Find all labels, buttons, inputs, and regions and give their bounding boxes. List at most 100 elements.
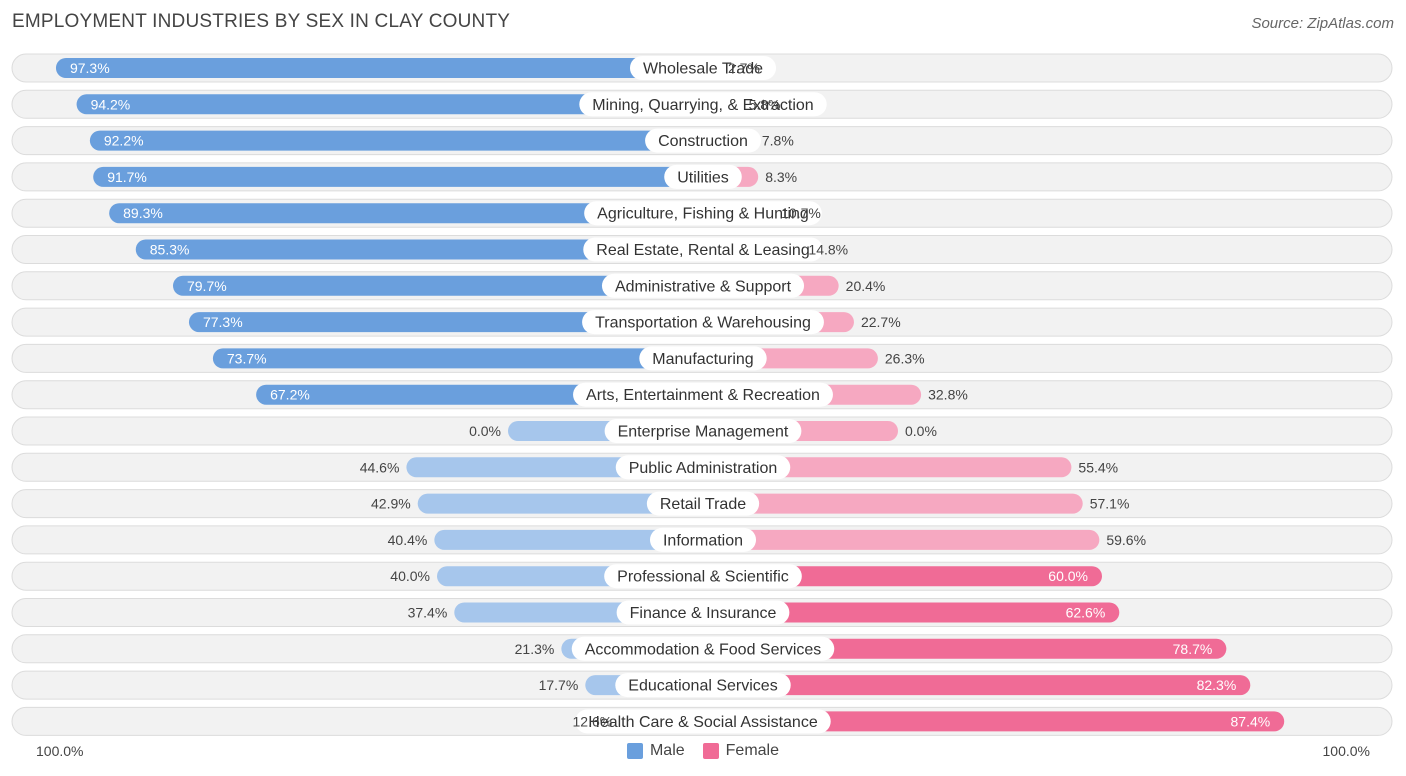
category-label: Real Estate, Rental & Leasing	[596, 242, 809, 259]
value-label-male: 21.3%	[515, 641, 555, 657]
bar-male	[109, 203, 703, 224]
legend-swatch-female	[702, 743, 719, 759]
value-label-male: 37.4%	[408, 605, 448, 621]
value-label-female: 57.1%	[1090, 496, 1130, 512]
axis-right-label: 100.0%	[1322, 743, 1370, 759]
category-label: Public Administration	[629, 460, 778, 477]
category-pill	[615, 455, 791, 480]
value-label-female: 2.7%	[728, 60, 760, 76]
category-label: Professional & Scientific	[617, 569, 789, 586]
diverging-bar-chart: Wholesale Trade 97.3% 2.7% Mining, Quarryin…	[11, 53, 1393, 736]
bar-male	[212, 348, 703, 369]
value-label-female: 5.8%	[749, 96, 781, 112]
category-pill	[582, 310, 824, 335]
value-label-male: 0.0%	[469, 423, 501, 439]
category-label: Information	[663, 532, 743, 549]
category-pill	[604, 419, 802, 443]
value-label-male: 73.7%	[227, 350, 267, 366]
category-pill	[645, 128, 761, 153]
category-label: Health Care & Social Assistance	[588, 714, 818, 731]
legend-item-male: Male	[626, 742, 685, 760]
bar-male	[417, 493, 703, 514]
legend: Male Female	[0, 742, 1406, 760]
legend-swatch-male	[626, 743, 643, 759]
bar-female	[703, 529, 1100, 550]
bar-female	[703, 675, 1251, 696]
value-label-female: 0.0%	[905, 423, 937, 439]
bar-male	[135, 239, 703, 260]
category-pill	[601, 273, 805, 298]
category-pill	[571, 636, 835, 661]
value-label-male: 97.3%	[70, 60, 110, 76]
category-pill	[639, 346, 767, 371]
value-label-male: 94.2%	[91, 96, 131, 112]
value-label-male: 67.2%	[270, 387, 310, 403]
legend-item-female: Female	[702, 742, 780, 760]
category-label: Finance & Insurance	[630, 605, 777, 622]
category-pill	[646, 491, 760, 516]
bar-female	[703, 602, 1120, 623]
category-label: Educational Services	[628, 678, 777, 695]
category-label: Construction	[658, 133, 748, 150]
category-label: Mining, Quarrying, & Extraction	[592, 97, 813, 114]
value-label-female: 7.8%	[762, 133, 794, 149]
legend-label-male: Male	[649, 742, 685, 759]
value-label-male: 12.6%	[573, 713, 613, 729]
value-label-male: 17.7%	[539, 677, 579, 693]
category-label: Accommodation & Food Services	[585, 641, 822, 658]
category-label: Enterprise Management	[618, 424, 789, 441]
category-pill	[573, 382, 833, 407]
category-label: Arts, Entertainment & Recreation	[586, 387, 820, 404]
category-label: Wholesale Trade	[643, 61, 763, 78]
value-label-female: 87.4%	[1231, 713, 1271, 729]
bar-male	[89, 130, 704, 151]
value-label-female: 62.6%	[1066, 605, 1106, 621]
bar-male	[434, 529, 703, 550]
bar-female	[703, 493, 1083, 514]
value-label-female: 59.6%	[1106, 532, 1146, 548]
category-pill	[616, 600, 790, 625]
bar-female	[703, 457, 1072, 478]
category-pill	[604, 564, 802, 589]
category-pill	[664, 164, 742, 189]
value-label-male: 40.4%	[388, 532, 428, 548]
category-pill	[579, 92, 827, 117]
value-label-male: 91.7%	[107, 169, 147, 185]
bar-female	[703, 638, 1227, 659]
value-label-female: 14.8%	[808, 242, 848, 258]
value-label-female: 60.0%	[1048, 568, 1088, 584]
value-label-male: 89.3%	[123, 205, 163, 221]
chart-title: EMPLOYMENT INDUSTRIES BY SEX IN CLAY COU…	[12, 11, 511, 32]
axis-left-label: 100.0%	[36, 743, 84, 759]
category-pill	[615, 673, 791, 698]
category-pill	[584, 201, 822, 226]
value-label-male: 77.3%	[203, 314, 243, 330]
value-label-female: 55.4%	[1078, 459, 1118, 475]
category-label: Transportation & Warehousing	[595, 315, 811, 332]
legend-label-female: Female	[725, 742, 780, 759]
bar-male	[172, 275, 703, 296]
value-label-male: 44.6%	[360, 459, 400, 475]
category-pill	[575, 709, 831, 734]
bar-female	[703, 711, 1285, 732]
value-label-female: 26.3%	[885, 350, 925, 366]
value-label-female: 20.4%	[846, 278, 886, 294]
bar-male	[93, 166, 703, 187]
category-label: Administrative & Support	[615, 278, 792, 295]
value-label-female: 82.3%	[1197, 677, 1237, 693]
bar-male	[188, 312, 703, 333]
category-label: Agriculture, Fishing & Hunting	[597, 206, 809, 223]
value-label-male: 92.2%	[104, 133, 144, 149]
category-pill	[629, 56, 777, 80]
category-label: Utilities	[677, 169, 729, 186]
value-label-male: 40.0%	[390, 568, 430, 584]
category-pill	[583, 237, 823, 262]
category-pill	[649, 527, 757, 552]
bar-male	[76, 94, 703, 115]
value-label-female: 32.8%	[928, 387, 968, 403]
value-label-female: 8.3%	[765, 169, 797, 185]
value-label-female: 10.7%	[781, 205, 821, 221]
category-label: Manufacturing	[652, 351, 753, 368]
bar-female	[703, 566, 1102, 587]
category-label: Retail Trade	[660, 496, 746, 513]
